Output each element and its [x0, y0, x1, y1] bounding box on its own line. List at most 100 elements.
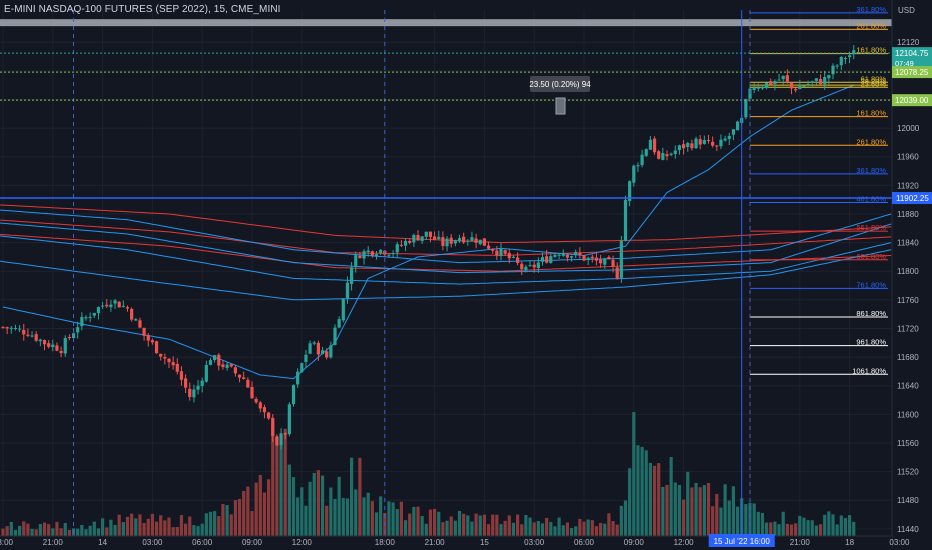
volume-bar — [760, 512, 765, 536]
candle-body — [545, 256, 549, 263]
candle-body — [374, 254, 379, 257]
candle-body — [34, 334, 38, 341]
volume-bar — [682, 499, 686, 536]
candle-body — [271, 417, 275, 436]
candle-body — [590, 256, 594, 259]
volume-bar — [648, 462, 652, 536]
candle-body — [304, 354, 308, 362]
volume-bar — [92, 521, 96, 536]
candle-body — [387, 254, 391, 256]
time-tick-label: 12:00 — [674, 538, 695, 547]
candle-body — [262, 407, 267, 413]
price-axis: USD1212012080120401200011960119201188011… — [891, 0, 932, 550]
volume-bar — [814, 525, 818, 536]
candle-body — [420, 236, 424, 242]
candle-body — [300, 363, 304, 373]
volume-bar — [462, 513, 466, 536]
volume-bar — [350, 457, 354, 536]
volume-bar — [130, 513, 134, 536]
candle-body — [611, 259, 615, 267]
volume-bar — [67, 529, 71, 536]
volume-bar — [291, 477, 296, 536]
candle-body — [146, 335, 150, 341]
candle-body — [574, 252, 578, 255]
candle-body — [677, 145, 682, 150]
candle-body — [470, 237, 474, 241]
candle-body — [84, 317, 88, 319]
candle-body — [63, 338, 67, 354]
volume-bar — [42, 522, 47, 536]
candle-body — [553, 254, 557, 257]
volume-bar — [615, 524, 619, 536]
candle-body — [258, 402, 262, 409]
candle-body — [735, 121, 740, 131]
price-tick-label: 11840 — [897, 239, 919, 248]
volume-bar — [619, 505, 623, 536]
candle-body — [661, 153, 665, 160]
volume-bar — [719, 507, 723, 536]
candle-body — [337, 319, 341, 328]
candle-body — [130, 308, 134, 320]
volume-bar — [491, 514, 495, 536]
volume-bar — [258, 474, 262, 536]
volume-bar — [536, 521, 540, 536]
volume-bar — [449, 516, 453, 536]
candle-body — [727, 135, 731, 139]
candle-body — [200, 380, 204, 387]
volume-bar — [229, 514, 233, 536]
candle-body — [229, 364, 233, 367]
volume-bar — [652, 465, 657, 536]
candle-body — [308, 343, 312, 354]
candle-body — [22, 329, 26, 335]
volume-bar — [686, 471, 690, 536]
candle-body — [623, 199, 628, 241]
candle-body — [250, 386, 254, 399]
volume-bars — [1, 412, 856, 536]
time-axis: 18:00 21:00 14 03:00 06:00 09:00 12:00 18:00 21:… — [0, 534, 910, 550]
volume-bar — [706, 483, 711, 536]
candle-body — [154, 341, 159, 354]
volume-bar — [516, 514, 520, 536]
time-tick-label: 09:00 — [624, 538, 645, 547]
volume-bar — [316, 470, 320, 536]
fib-level-label: 561.80% — [856, 223, 886, 232]
volume-bar — [810, 520, 814, 536]
volume-bar — [47, 524, 51, 536]
candle-body — [694, 138, 698, 149]
price-tick-label: 11720 — [897, 324, 919, 333]
candle-body — [1, 326, 5, 328]
volume-bar — [823, 514, 827, 536]
price-tick-label: 11920 — [897, 181, 919, 190]
volume-bar — [578, 518, 582, 536]
price-axis-background — [892, 0, 932, 550]
volume-bar — [337, 476, 341, 536]
volume-bar — [590, 520, 594, 536]
candle-body — [296, 371, 300, 385]
volume-bar — [9, 521, 13, 536]
volume-bar — [188, 516, 192, 536]
volume-bar — [184, 523, 188, 536]
volume-bar — [59, 528, 63, 536]
volume-bar — [640, 446, 644, 536]
volume-bar — [420, 515, 424, 536]
fib-level-label: 61.80% — [861, 74, 887, 83]
candle-body — [362, 251, 366, 259]
volume-bar — [599, 522, 603, 536]
candle-body — [233, 367, 237, 374]
candle-body — [603, 258, 607, 265]
volume-bar — [748, 502, 752, 536]
time-tick-label: 21:00 — [43, 538, 64, 547]
candle-body — [449, 237, 453, 244]
volume-bar — [391, 502, 395, 536]
candle-body — [59, 350, 63, 354]
candle-body — [354, 255, 358, 267]
candle-body — [669, 153, 673, 155]
candle-body — [852, 50, 856, 55]
candle-body — [26, 334, 30, 336]
volume-bar — [702, 485, 706, 536]
volume-bar — [142, 523, 146, 536]
volume-bar — [806, 520, 810, 536]
candle-body — [511, 256, 516, 258]
volume-bar — [134, 518, 138, 536]
